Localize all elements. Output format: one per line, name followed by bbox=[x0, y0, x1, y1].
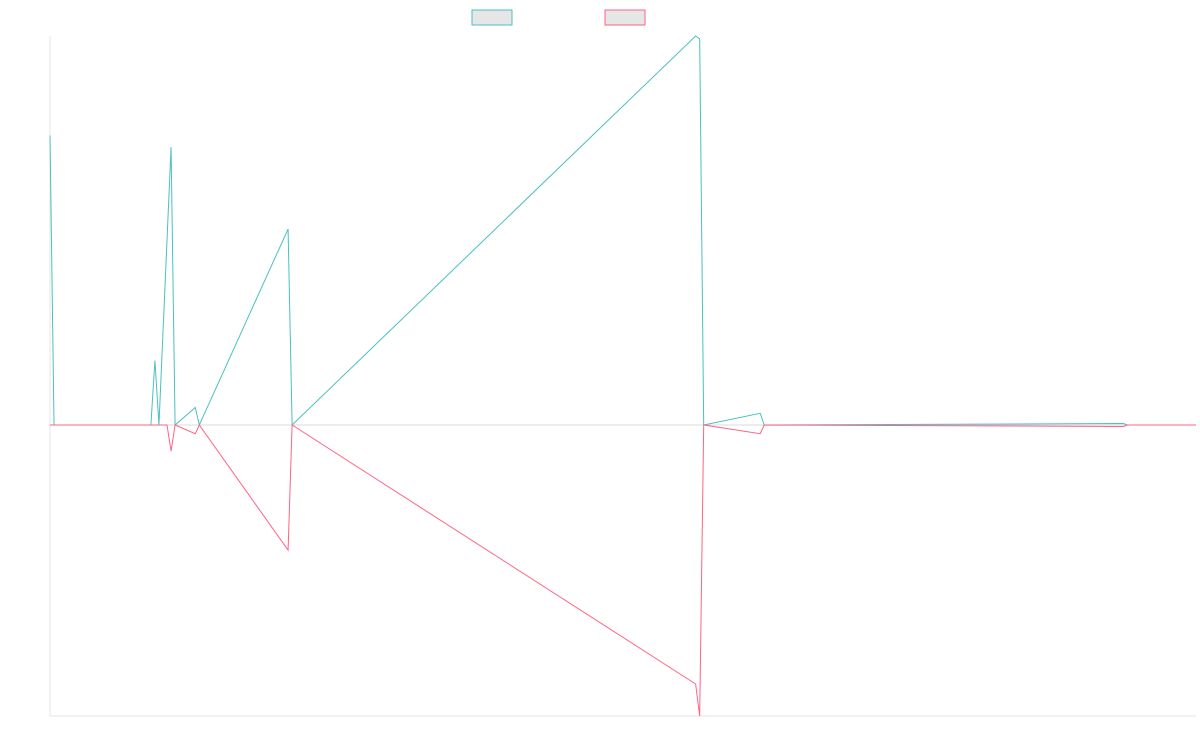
legend-item-2[interactable] bbox=[604, 9, 646, 26]
legend-swatch-2 bbox=[604, 9, 646, 26]
series-line-1[interactable] bbox=[49, 35, 1196, 427]
series-layer bbox=[49, 35, 1196, 717]
legend-swatch-1 bbox=[471, 9, 513, 26]
series-line-2[interactable] bbox=[50, 424, 1196, 717]
legend[interactable] bbox=[471, 9, 646, 26]
legend-item-1[interactable] bbox=[471, 9, 513, 26]
